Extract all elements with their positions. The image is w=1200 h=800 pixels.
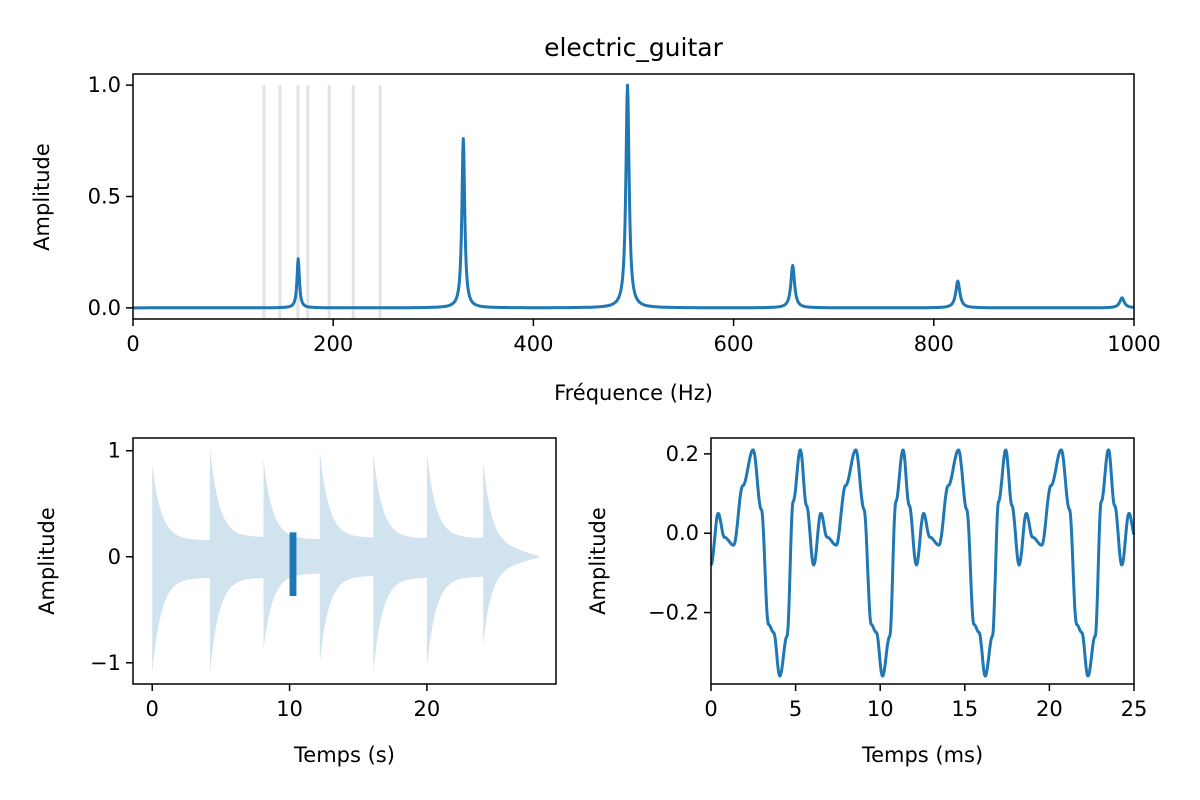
x-tick-label: 0 (704, 697, 717, 721)
note-envelope (426, 452, 484, 667)
zoom-y-ticks: 0.2 0.0 −0.2 (648, 442, 711, 625)
waveform-y-ticks: −1 0 1 (90, 439, 133, 675)
note-envelope (483, 460, 540, 645)
y-tick-label: 0 (108, 545, 121, 569)
spectrum-series-line (132, 83, 1135, 310)
zoom-panel: 0 5 10 15 20 25 0.2 0.0 −0.2 Temps (ms) Amplitu… (586, 437, 1147, 767)
x-tick-label: 5 (789, 697, 802, 721)
x-tick-label: 20 (414, 697, 441, 721)
zoom-series-line (709, 448, 1136, 678)
note-envelope (319, 450, 374, 663)
chart-title: electric_guitar (544, 33, 724, 62)
waveform-panel: 0 10 20 −1 0 1 Temps (s) Amplitude (35, 437, 557, 767)
y-tick-label: 0.0 (88, 296, 121, 320)
y-tick-label: 1.0 (88, 73, 121, 97)
waveform-x-ticks: 0 10 20 (146, 684, 441, 721)
y-tick-label: −0.2 (648, 601, 699, 625)
y-tick-label: 0.0 (666, 521, 699, 545)
spectrum-y-axis-label: Amplitude (30, 143, 54, 251)
y-tick-label: 1 (108, 439, 121, 463)
x-tick-label: 600 (714, 332, 754, 356)
x-tick-label: 10 (867, 697, 894, 721)
waveform-highlight-segment (289, 532, 297, 596)
x-tick-label: 800 (914, 332, 954, 356)
x-tick-label: 0 (146, 697, 159, 721)
x-tick-label: 400 (513, 332, 553, 356)
x-tick-label: 15 (951, 697, 978, 721)
zoom-x-ticks: 0 5 10 15 20 25 (704, 684, 1147, 721)
waveform-envelope (152, 447, 540, 674)
zoom-y-axis-label: Amplitude (586, 507, 610, 615)
x-tick-label: 20 (1036, 697, 1063, 721)
x-tick-label: 10 (276, 697, 303, 721)
waveform-plot-frame (132, 437, 557, 685)
waveform-y-axis-label: Amplitude (35, 507, 59, 615)
zoom-x-axis-label: Temps (ms) (861, 743, 983, 767)
note-envelope (373, 453, 427, 673)
y-tick-label: 0.2 (666, 442, 699, 466)
spectrum-x-axis-label: Fréquence (Hz) (554, 381, 713, 405)
x-tick-label: 0 (126, 332, 139, 356)
y-tick-label: 0.5 (88, 185, 121, 209)
x-tick-label: 25 (1121, 697, 1148, 721)
y-tick-label: −1 (90, 651, 121, 675)
waveform-x-axis-label: Temps (s) (293, 743, 395, 767)
x-tick-label: 1000 (1107, 332, 1160, 356)
note-envelope (152, 464, 210, 674)
reference-lines (262, 85, 382, 319)
spectrum-y-ticks: 0.0 0.5 1.0 (88, 73, 133, 320)
zoom-plot-frame (710, 437, 1135, 685)
note-envelope (209, 447, 264, 674)
spectrum-panel: electric_guitar 0 200 400 600 800 1000 0.0 0.5… (30, 33, 1161, 405)
spectrum-x-ticks: 0 200 400 600 800 1000 (126, 319, 1161, 356)
x-tick-label: 200 (313, 332, 353, 356)
